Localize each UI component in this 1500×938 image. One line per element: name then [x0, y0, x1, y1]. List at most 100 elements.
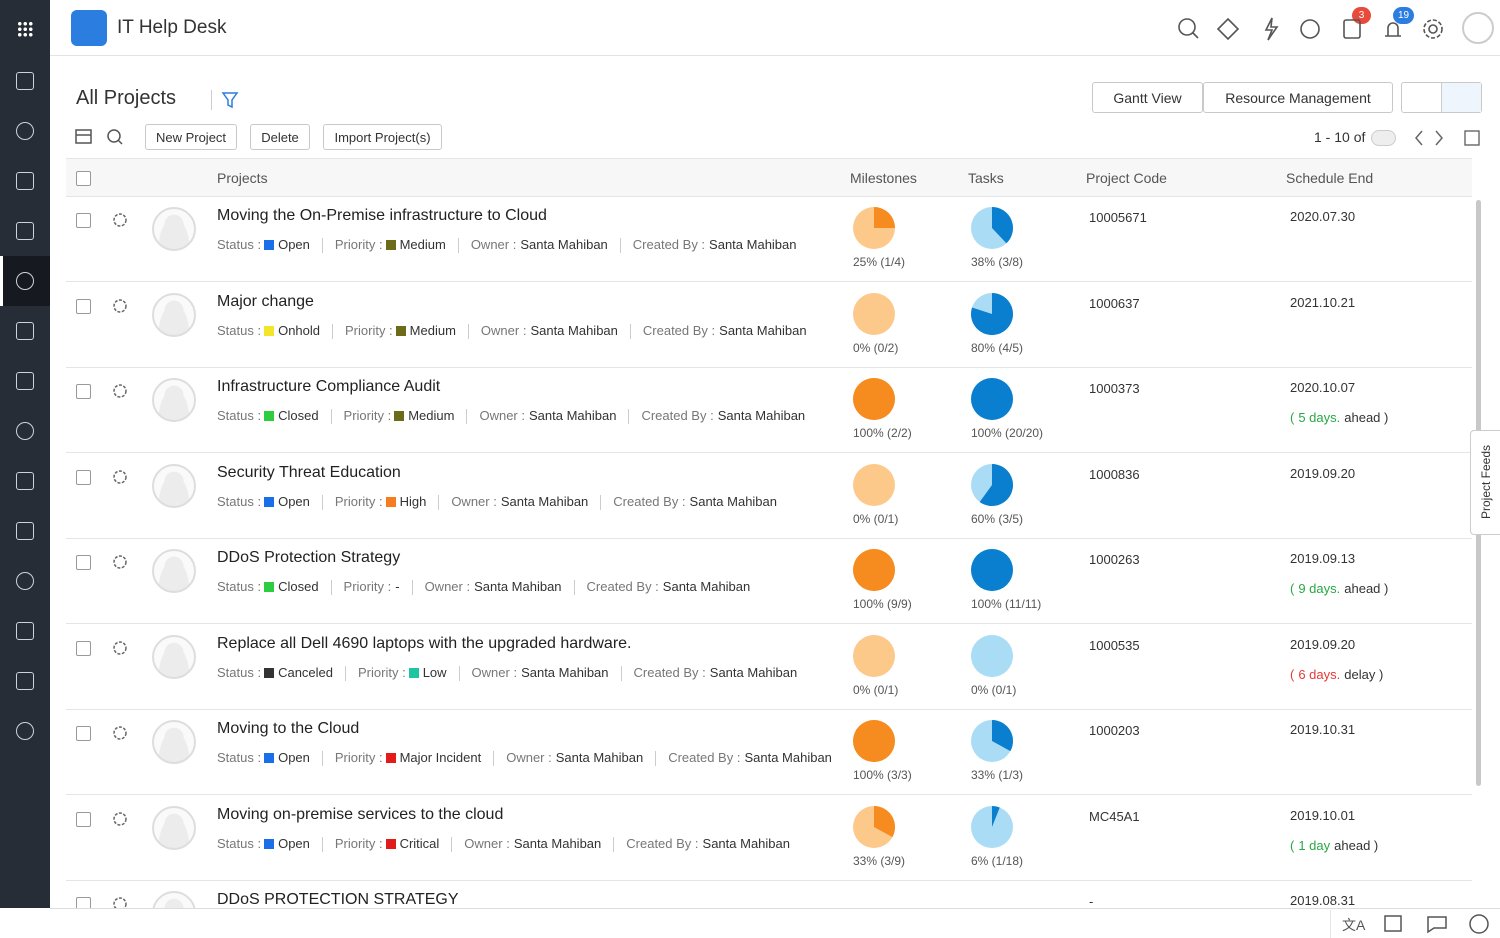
field-label: Status : [217, 750, 261, 765]
field-label: Priority : [335, 750, 383, 765]
schedule-end: 2019.09.20 [1290, 637, 1355, 652]
milestone-label: 0% (0/1) [853, 683, 898, 697]
table-row: Replace all Dell 4690 laptops with the u… [66, 624, 1472, 710]
owner-avatar [152, 378, 196, 422]
settings-icon[interactable] [111, 468, 129, 486]
view-selector[interactable]: All Projects [76, 87, 176, 110]
field-value: Medium [408, 408, 454, 423]
nav-icon[interactable] [16, 372, 34, 390]
toolbar-button[interactable]: Import Project(s) [323, 124, 442, 150]
bottom-icons[interactable]: 文A [1330, 910, 1500, 938]
status-swatch [409, 668, 419, 678]
field-value: - [395, 579, 399, 594]
app-title: IT Help Desk [117, 17, 226, 39]
project-title[interactable]: Moving to the Cloud [217, 720, 359, 738]
row-checkbox[interactable] [76, 812, 91, 827]
separator [459, 666, 460, 681]
nav-icon[interactable] [16, 422, 34, 440]
nav-icon[interactable] [16, 322, 34, 340]
task-label: 100% (20/20) [971, 426, 1043, 440]
nav-icon[interactable] [16, 722, 34, 740]
apps-icon[interactable] [17, 21, 33, 37]
toolbar-button[interactable]: Delete [250, 124, 310, 150]
separator [493, 751, 494, 766]
row-checkbox[interactable] [76, 726, 91, 741]
field-label: Owner : [506, 750, 552, 765]
field-value: Canceled [278, 665, 333, 680]
status-swatch [264, 497, 274, 507]
nav-icon[interactable] [16, 472, 34, 490]
toolbar-button[interactable]: New Project [145, 124, 237, 150]
nav-icon[interactable] [16, 72, 34, 90]
field-label: Priority : [344, 408, 392, 423]
side-tab-label[interactable]: Project Feeds [1479, 445, 1493, 519]
project-fields: Status :CanceledPriority :LowOwner :Sant… [217, 665, 797, 681]
milestone-label: 100% (3/3) [853, 768, 912, 782]
field-label: Status : [217, 408, 261, 423]
nav-icon[interactable] [16, 222, 34, 240]
field-label: Priority : [358, 665, 406, 680]
pie-slice [971, 378, 1013, 420]
note-amount: 9 days. [1298, 581, 1340, 596]
schedule-end: 2020.07.30 [1290, 209, 1355, 224]
task-label: 6% (1/18) [971, 854, 1023, 868]
gear [114, 214, 126, 226]
nav-icon[interactable] [16, 272, 34, 290]
settings-icon[interactable] [111, 382, 129, 400]
field-value: Santa Mahiban [718, 408, 805, 423]
settings-icon[interactable] [111, 639, 129, 657]
owner-avatar [152, 635, 196, 679]
settings-icon[interactable] [111, 211, 129, 229]
milestone-label: 25% (1/4) [853, 255, 905, 269]
settings-icon[interactable] [111, 724, 129, 742]
note-open: ( [1290, 667, 1294, 682]
project-fields: Status :OnholdPriority :MediumOwner :San… [217, 323, 807, 339]
owner-avatar [152, 207, 196, 251]
project-title[interactable]: Major change [217, 293, 314, 311]
nav-icon[interactable] [16, 122, 34, 140]
field-label: Created By : [634, 665, 706, 680]
project-title[interactable]: Moving the On-Premise infrastructure to … [217, 207, 547, 225]
nav-icon[interactable] [16, 172, 34, 190]
view-button[interactable]: Gantt View [1092, 82, 1203, 113]
field-value: Santa Mahiban [556, 750, 643, 765]
row-checkbox[interactable] [76, 299, 91, 314]
settings-icon[interactable] [111, 297, 129, 315]
project-title[interactable]: Replace all Dell 4690 laptops with the u… [217, 635, 631, 653]
filter-icon[interactable] [221, 90, 243, 110]
nav-icon[interactable] [16, 572, 34, 590]
field-label: Status : [217, 494, 261, 509]
view-button[interactable]: Resource Management [1203, 82, 1393, 113]
field-label: Owner : [451, 494, 497, 509]
field-value: High [400, 494, 427, 509]
pager-arrows[interactable] [1408, 127, 1483, 149]
app-logo [71, 10, 107, 46]
row-checkbox[interactable] [76, 641, 91, 656]
schedule-note: (6 days.delay ) [1290, 667, 1383, 682]
settings-icon[interactable] [111, 895, 129, 908]
table-tools[interactable] [74, 127, 124, 147]
settings-icon[interactable] [111, 810, 129, 828]
row-checkbox[interactable] [76, 470, 91, 485]
separator [621, 666, 622, 681]
project-title[interactable]: DDoS Protection Strategy [217, 549, 400, 567]
project-title[interactable]: Moving on-premise services to the cloud [217, 806, 503, 824]
row-checkbox[interactable] [76, 384, 91, 399]
project-title[interactable]: DDoS PROTECTION STRATEGY [217, 891, 459, 908]
project-title[interactable]: Security Threat Education [217, 464, 401, 482]
row-checkbox[interactable] [76, 213, 91, 228]
layout-toggle[interactable] [1401, 82, 1482, 113]
project-title[interactable]: Infrastructure Compliance Audit [217, 378, 440, 396]
nav-icon[interactable] [16, 522, 34, 540]
header-icons[interactable] [1170, 14, 1450, 44]
field-value: Santa Mahiban [663, 579, 750, 594]
field-value: Critical [400, 836, 440, 851]
avatar[interactable] [1462, 12, 1494, 44]
row-checkbox[interactable] [76, 555, 91, 570]
settings-icon[interactable] [111, 553, 129, 571]
nav-icon[interactable] [16, 622, 34, 640]
more-pages[interactable] [1371, 130, 1396, 146]
row-checkbox[interactable] [76, 897, 91, 908]
nav-icon[interactable] [16, 672, 34, 690]
project-code: - [1089, 894, 1093, 908]
